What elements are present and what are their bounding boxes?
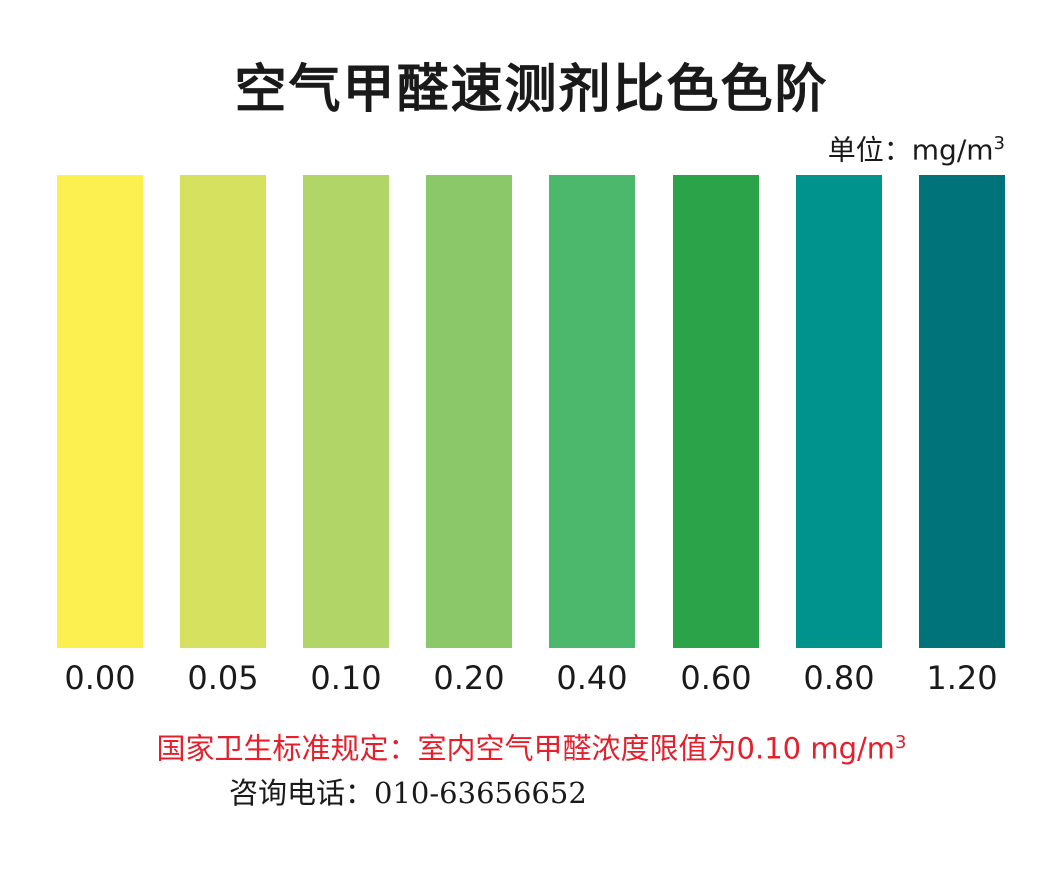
notice-superscript: 3 <box>895 732 907 753</box>
unit-superscript: 3 <box>993 133 1005 154</box>
page-title: 空气甲醛速测剂比色色阶 <box>234 59 829 120</box>
scale-value-label: 1.20 <box>926 659 998 697</box>
color-swatch <box>673 175 759 648</box>
color-swatch <box>57 175 143 648</box>
scale-value-label: 0.40 <box>556 659 628 697</box>
color-swatch <box>919 175 1005 648</box>
regulation-notice: 国家卫生标准规定：室内空气甲醛浓度限值为0.10 mg/m3 <box>0 722 1063 770</box>
unit-label: 单位：mg/m3 <box>828 124 1005 170</box>
contact-number: 010-63656652 <box>374 776 587 810</box>
color-swatch <box>796 175 882 648</box>
color-scale <box>57 175 1005 648</box>
scale-values: 0.00 0.05 0.10 0.20 0.40 0.60 0.80 1.20 <box>57 656 1005 700</box>
color-swatch <box>303 175 389 648</box>
contact-line: 咨询电话：010-63656652 <box>229 772 587 814</box>
notice-text: 国家卫生标准规定：室内空气甲醛浓度限值为0.10 mg/m <box>156 731 895 766</box>
scale-value-label: 0.80 <box>803 659 875 697</box>
scale-value-label: 0.05 <box>187 659 259 697</box>
unit-text: 单位：mg/m <box>827 133 994 167</box>
contact-label: 咨询电话： <box>229 776 375 810</box>
scale-value-label: 0.10 <box>310 659 382 697</box>
color-swatch <box>426 175 512 648</box>
scale-value-label: 0.60 <box>680 659 752 697</box>
color-swatch <box>549 175 635 648</box>
scale-value-label: 0.20 <box>433 659 505 697</box>
color-swatch <box>180 175 266 648</box>
scale-value-label: 0.00 <box>64 659 136 697</box>
